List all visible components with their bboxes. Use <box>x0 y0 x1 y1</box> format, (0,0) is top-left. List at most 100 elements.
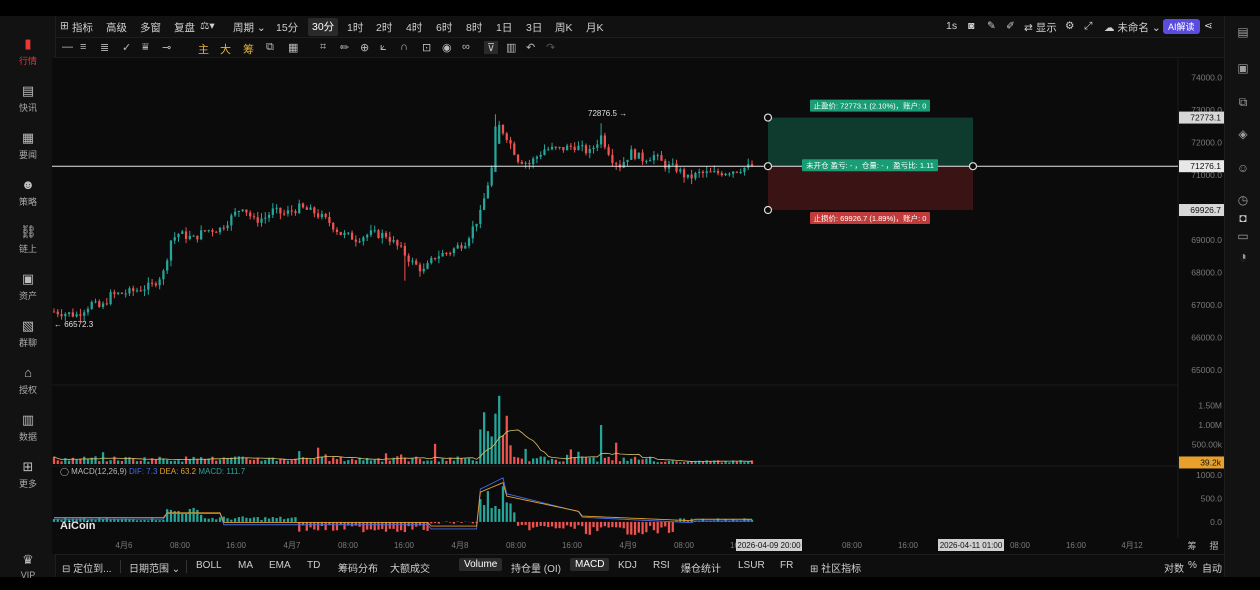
chat-icon[interactable]: ▭ <box>1235 228 1251 244</box>
lock-icon[interactable]: ⊡ <box>422 41 431 54</box>
speed-icon[interactable]: ◔ <box>1235 248 1251 264</box>
undo-icon[interactable]: ↶ <box>526 41 535 54</box>
indicator-tab-4[interactable]: 筹码分布 <box>338 560 378 575</box>
candle <box>438 256 440 258</box>
candle <box>140 290 142 291</box>
indicator-tab-7[interactable]: 持仓量 (OI) <box>511 560 561 575</box>
zoom-in-icon[interactable]: ⊕ <box>360 41 369 54</box>
line-tool-icon[interactable]: — <box>62 41 73 53</box>
robot-icon[interactable]: ◘ <box>1235 210 1251 226</box>
main-indicator-button[interactable]: 主 <box>198 41 209 57</box>
user-icon[interactable]: ☺ <box>1235 160 1251 176</box>
indicator-tab-10[interactable]: RSI <box>653 560 670 571</box>
fib-tool-icon[interactable]: ⩸ <box>142 41 149 54</box>
indicator-tab-8[interactable]: MACD <box>570 558 609 571</box>
multi-window-button[interactable]: 多窗 <box>140 20 161 35</box>
date-range-button[interactable]: 日期范围 ⌄ <box>129 560 180 575</box>
draw-icon[interactable]: ✐ <box>1006 20 1015 32</box>
indicator-tab-11[interactable]: 爆仓统计 <box>681 560 721 575</box>
share-icon[interactable]: ⋖ <box>1204 20 1213 32</box>
price-chart[interactable]: ◯ MACD(12,26,9) DIF: 7.3 DEA: 63.2 MACD:… <box>52 58 1224 554</box>
auto-scale-toggle[interactable]: 自动 <box>1202 560 1222 575</box>
interval-4h[interactable]: 4时 <box>406 20 422 35</box>
brush-tool-icon[interactable]: ✓ <box>122 41 131 54</box>
candle <box>253 216 255 217</box>
history-icon[interactable]: ◷ <box>1235 192 1251 208</box>
redo-icon[interactable]: ↷ <box>546 41 555 54</box>
period-dropdown[interactable]: 周期 ⌄ <box>233 20 266 35</box>
interval-1h[interactable]: 1时 <box>347 20 363 35</box>
sidebar-item-9[interactable]: ⊞更多 <box>0 453 56 497</box>
interval-1d[interactable]: 1日 <box>496 20 512 35</box>
calendar-icon[interactable]: ▦ <box>288 41 298 54</box>
interval-2h[interactable]: 2时 <box>376 20 392 35</box>
locate-button[interactable]: ⊟ 定位到... <box>62 560 112 575</box>
book-icon[interactable]: ▣ <box>1235 60 1251 76</box>
indicator-tab-5[interactable]: 大额成交 <box>390 560 430 575</box>
indicator-tab-13[interactable]: FR <box>780 560 793 571</box>
indicator-tab-2[interactable]: EMA <box>269 560 291 571</box>
magnet-icon[interactable]: ∩ <box>400 41 408 53</box>
layers-icon[interactable]: ⧉ <box>1235 94 1251 110</box>
link-icon[interactable]: ∞ <box>462 41 470 53</box>
indicator-tab-3[interactable]: TD <box>307 560 320 571</box>
ruler-tool-icon[interactable]: ⊸ <box>162 41 171 54</box>
interval-30m[interactable]: 30分 <box>308 18 338 36</box>
advanced-button[interactable]: 高级 <box>106 20 127 35</box>
indicator-tab-0[interactable]: BOLL <box>196 560 222 571</box>
candle <box>374 230 376 231</box>
pencil-icon[interactable]: ✏ <box>340 41 349 54</box>
replay-button[interactable]: 复盘 <box>174 20 195 35</box>
volume-bar <box>57 460 59 464</box>
sidebar-item-7[interactable]: ⌂授权 <box>0 359 56 403</box>
sidebar-item-0[interactable]: ▮行情 <box>0 30 56 74</box>
sidebar-item-4[interactable]: ⛓链上 <box>0 218 56 262</box>
hline-tool-icon[interactable]: ≡ <box>80 41 86 53</box>
interval-3d[interactable]: 3日 <box>526 20 542 35</box>
sidebar-item-1[interactable]: ▤快讯 <box>0 77 56 121</box>
fullscreen-icon[interactable]: ⤢ <box>1084 20 1092 33</box>
sidebar-item-6[interactable]: ▧群聊 <box>0 312 56 356</box>
sidebar-item-8[interactable]: ▥数据 <box>0 406 56 450</box>
chip-button[interactable]: 筹 <box>243 41 254 57</box>
indicator-tab-6[interactable]: Volume <box>459 558 502 571</box>
crop-icon[interactable]: ⌗ <box>320 41 326 54</box>
compass-icon[interactable]: ◈ <box>1235 126 1251 142</box>
grid-icon[interactable]: ⊞ <box>60 20 69 32</box>
seconds-toggle[interactable]: 1s <box>946 20 957 32</box>
measure-icon[interactable]: ⟀ <box>380 41 387 54</box>
log-scale-toggle[interactable]: 对数 <box>1164 560 1184 575</box>
indicator-tab-1[interactable]: MA <box>238 560 253 571</box>
percent-toggle[interactable]: % <box>1188 560 1197 571</box>
interval-week[interactable]: 周K <box>555 20 573 35</box>
indicator-tab-14[interactable]: ⊞ 社区指标 <box>810 560 861 575</box>
trash-icon[interactable]: ▥ <box>506 41 516 54</box>
candle <box>657 155 659 156</box>
layout-name-dropdown[interactable]: ☁ 未命名 ⌄ <box>1104 20 1161 35</box>
camera-icon[interactable]: ◙ <box>968 20 974 32</box>
ai-interpret-button[interactable]: AI解读 <box>1163 19 1200 34</box>
volume-bar <box>389 461 391 464</box>
document-icon[interactable]: ▤ <box>1235 24 1251 40</box>
sidebar-item-2[interactable]: ▦要闻 <box>0 124 56 168</box>
indicators-button[interactable]: 指标 <box>72 20 93 35</box>
big-order-button[interactable]: 大 <box>220 41 231 57</box>
sidebar-item-5[interactable]: ▣资产 <box>0 265 56 309</box>
compare-icon[interactable]: ⧉ <box>266 41 274 54</box>
interval-6h[interactable]: 6时 <box>436 20 452 35</box>
candle <box>192 236 194 237</box>
filter-icon[interactable]: ⊽ <box>484 41 498 54</box>
candle-type-icon[interactable]: ⚖▾ <box>200 20 215 32</box>
channel-tool-icon[interactable]: ≣ <box>100 41 109 54</box>
eye-icon[interactable]: ◉ <box>442 41 452 54</box>
interval-month[interactable]: 月K <box>586 20 604 35</box>
pen-icon[interactable]: ✎ <box>987 20 996 32</box>
sidebar-item-10[interactable]: ♛VIP <box>0 546 56 590</box>
interval-15m[interactable]: 15分 <box>276 20 298 35</box>
indicator-tab-12[interactable]: LSUR <box>738 560 765 571</box>
settings-icon[interactable]: ⚙ <box>1065 20 1074 32</box>
display-toggle[interactable]: ⇄ 显示 <box>1024 20 1057 35</box>
interval-8h[interactable]: 8时 <box>466 20 482 35</box>
sidebar-item-3[interactable]: ☻策略 <box>0 171 56 215</box>
indicator-tab-9[interactable]: KDJ <box>618 560 637 571</box>
